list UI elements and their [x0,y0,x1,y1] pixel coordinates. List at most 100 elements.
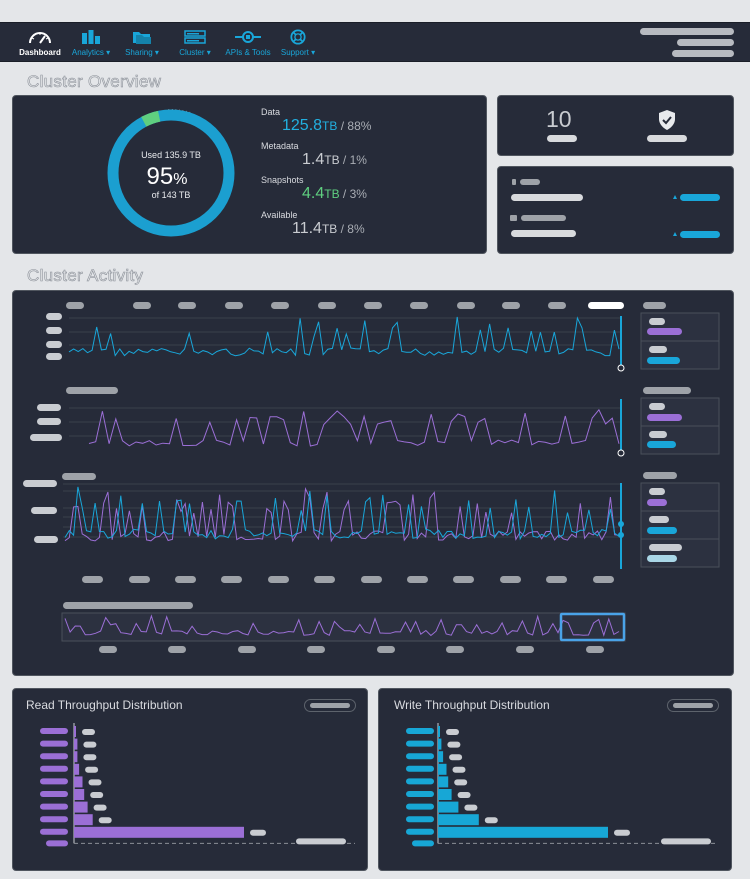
y-axis-tick-label [37,404,61,411]
dist-bar[interactable] [438,789,452,800]
write-dist-dropdown[interactable] [667,699,719,712]
dist-bar[interactable] [438,726,440,737]
y-axis-tick-label [34,536,58,543]
timeline-tick-label [586,646,604,653]
stat-available-label: Available [261,210,298,220]
time-range-tab[interactable] [410,302,428,309]
read-dist-title: Read Throughput Distribution [26,698,183,712]
nodes-label-placeholder [547,135,577,142]
write-dist-panel: Write Throughput Distribution [378,688,732,871]
time-range-tab[interactable] [271,302,289,309]
read-dist-dropdown[interactable] [304,699,356,712]
chart-3-title [62,473,96,480]
dist-bar[interactable] [438,751,444,763]
dist-bucket-label [40,791,68,797]
dist-bar[interactable] [438,826,608,838]
time-range-tab[interactable] [364,302,382,309]
x-axis-tick-label [407,576,428,583]
chart-3-cursor-marker[interactable] [618,521,624,527]
stat-data-pct: / 88% [337,119,372,133]
user-menu-placeholder-2[interactable] [677,39,734,46]
dist-bar[interactable] [74,801,88,813]
legend-3-label-a [649,488,665,495]
user-menu-placeholder[interactable] [640,28,734,35]
time-range-tab-active[interactable] [588,302,624,309]
dist-bar-value [452,766,466,773]
dist-bucket-label [406,828,434,835]
timeline-brush-selection[interactable] [559,612,626,642]
alert-value-pill-2[interactable] [680,231,720,238]
x-axis-tick-label [268,576,289,583]
nav-analytics[interactable]: Analytics ▾ [68,23,114,63]
alert-value-pill[interactable] [680,194,720,201]
chart-2-cursor-handle[interactable] [617,449,625,457]
nav-dashboard-label: Dashboard [19,48,61,57]
time-range-tab[interactable] [178,302,196,309]
x-axis-tick-label [593,576,614,583]
dist-bar[interactable] [74,751,78,763]
nav-support[interactable]: Support ▾ [278,23,318,63]
health-label-placeholder [647,135,687,142]
time-range-tab[interactable] [457,302,475,309]
shield-check-icon [659,110,675,130]
capacity-donut: Used 135.9 TB 95% of 143 TB [107,109,235,237]
dist-bar[interactable] [74,814,93,826]
time-range-tab[interactable] [225,302,243,309]
y-axis-tick-label [30,434,62,441]
nav-dashboard[interactable]: Dashboard [18,23,62,63]
read-dist-panel: Read Throughput Distribution [12,688,368,871]
chart-1-cursor-handle[interactable] [617,364,625,372]
server-icon [184,30,206,44]
time-range-tab[interactable] [502,302,520,309]
dist-bar-value [464,804,478,811]
time-range-tab[interactable] [66,302,84,309]
user-menu-placeholder-3[interactable] [672,50,734,57]
time-range-tab[interactable] [318,302,336,309]
legend-3-value-b [647,527,677,534]
stat-available-unit: TB [321,222,338,236]
timeline-tick-label [516,646,534,653]
donut-of-label: of 143 TB [152,190,191,200]
alert-text-placeholder-2 [511,230,576,237]
dist-bar[interactable] [438,738,442,750]
read-dist-chart [40,723,355,847]
chart-3-cursor-marker-2[interactable] [618,532,624,538]
dist-bar-value [250,829,266,836]
stat-available-number: 11.4 [292,220,322,237]
dist-bar-value [446,729,459,735]
dist-bar[interactable] [438,763,447,775]
dist-bar[interactable] [438,801,459,813]
dist-bar[interactable] [74,763,80,775]
dist-bar[interactable] [438,814,479,826]
dist-bar[interactable] [74,738,78,750]
time-range-tab[interactable] [133,302,151,309]
plug-icon [235,31,261,43]
dist-bar[interactable] [74,826,244,838]
dist-bar[interactable] [438,776,449,788]
dist-bar-value [85,766,99,773]
dist-bar[interactable] [74,776,83,788]
nav-apis-tools[interactable]: APIs & Tools [222,23,274,63]
stat-metadata-unit: TB [324,153,340,167]
donut-track [107,109,235,237]
dist-bar-value [98,817,112,824]
time-range-tab[interactable] [548,302,566,309]
stat-snapshots-pct: / 3% [339,187,367,201]
dist-bar[interactable] [74,726,76,737]
nav-sharing[interactable]: Sharing ▾ [122,23,162,63]
alert-text-placeholder [511,194,583,201]
x-axis-tick-label [500,576,521,583]
chart-3-blue-line [64,486,620,541]
alerts-panel [497,166,734,254]
legend-3-value-a [647,499,667,506]
legend-2-header [643,387,691,394]
x-axis-tick-label [546,576,567,583]
dist-bucket-label [46,840,68,847]
capacity-panel: Used 135.9 TB 95% of 143 TB Data 125.8TB… [12,95,487,254]
nav-apis-tools-label: APIs & Tools [225,48,271,57]
dist-bar[interactable] [74,789,85,800]
dist-x-axis-label [296,838,346,845]
timeline-track[interactable] [61,612,626,642]
nav-cluster[interactable]: Cluster ▾ [175,23,215,63]
dist-bucket-label [40,740,68,747]
